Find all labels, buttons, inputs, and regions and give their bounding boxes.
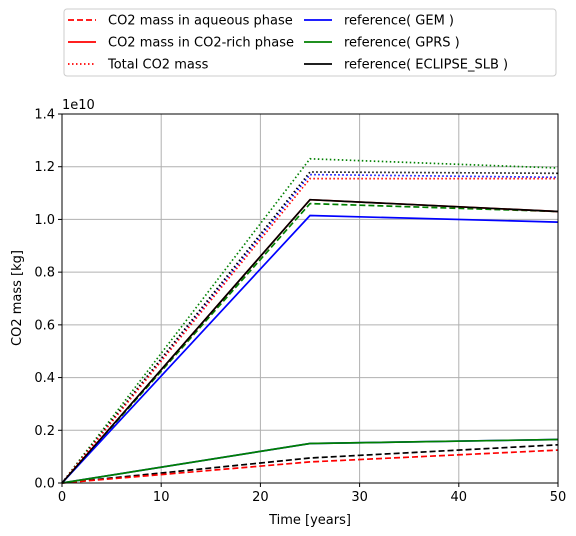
y-tick-label: 0.2 <box>34 424 55 439</box>
legend-label: reference( GPRS ) <box>344 36 460 51</box>
y-tick-label: 1.2 <box>34 160 55 175</box>
legend-label: Total CO2 mass <box>107 58 209 73</box>
x-tick-label: 50 <box>550 490 567 505</box>
y-tick-label: 0.8 <box>34 266 55 281</box>
y-axis-offset-text: 1e10 <box>62 98 95 113</box>
series-line-unlabeled-2 <box>61 202 559 484</box>
series-line-unlabeled-1 <box>61 173 559 484</box>
x-axis-label: Time [years] <box>268 513 351 528</box>
series-line-unlabeled-4 <box>61 443 559 484</box>
x-tick-label: 30 <box>351 490 368 505</box>
y-tick-label: 0.6 <box>34 318 55 333</box>
y-tick-label: 1.4 <box>34 108 55 123</box>
legend: CO2 mass in aqueous phase CO2 mass in CO2… <box>63 8 557 77</box>
series-line-0 <box>61 449 559 484</box>
legend-label: reference( GEM ) <box>344 14 454 29</box>
x-tick-label: 20 <box>252 490 269 505</box>
y-axis-ticks: 0.0 0.2 0.4 0.6 0.8 1.0 1.2 1.4 <box>34 108 62 492</box>
plot-background <box>62 114 558 483</box>
x-axis-ticks: 0 10 20 30 40 50 <box>58 483 566 505</box>
y-tick-label: 0.0 <box>34 477 55 492</box>
series-line-4 <box>61 438 559 484</box>
y-axis-label: CO2 mass [kg] <box>10 250 25 346</box>
series-line-5 <box>61 198 559 484</box>
series-line-unlabeled-3 <box>61 157 559 484</box>
series-line-3 <box>61 214 559 484</box>
x-tick-label: 0 <box>58 490 66 505</box>
y-tick-label: 0.4 <box>34 371 55 386</box>
y-tick-label: 1.0 <box>34 213 55 228</box>
legend-label: CO2 mass in aqueous phase <box>108 14 293 29</box>
legend-label: CO2 mass in CO2-rich phase <box>108 36 294 51</box>
legend-label: reference( ECLIPSE_SLB ) <box>344 58 508 73</box>
series-line-unlabeled-5 <box>61 171 559 484</box>
plot-frame <box>61 113 559 484</box>
x-tick-label: 10 <box>153 490 170 505</box>
series-lines <box>61 157 559 484</box>
series-line-2 <box>61 177 558 484</box>
x-tick-label: 40 <box>451 490 468 505</box>
